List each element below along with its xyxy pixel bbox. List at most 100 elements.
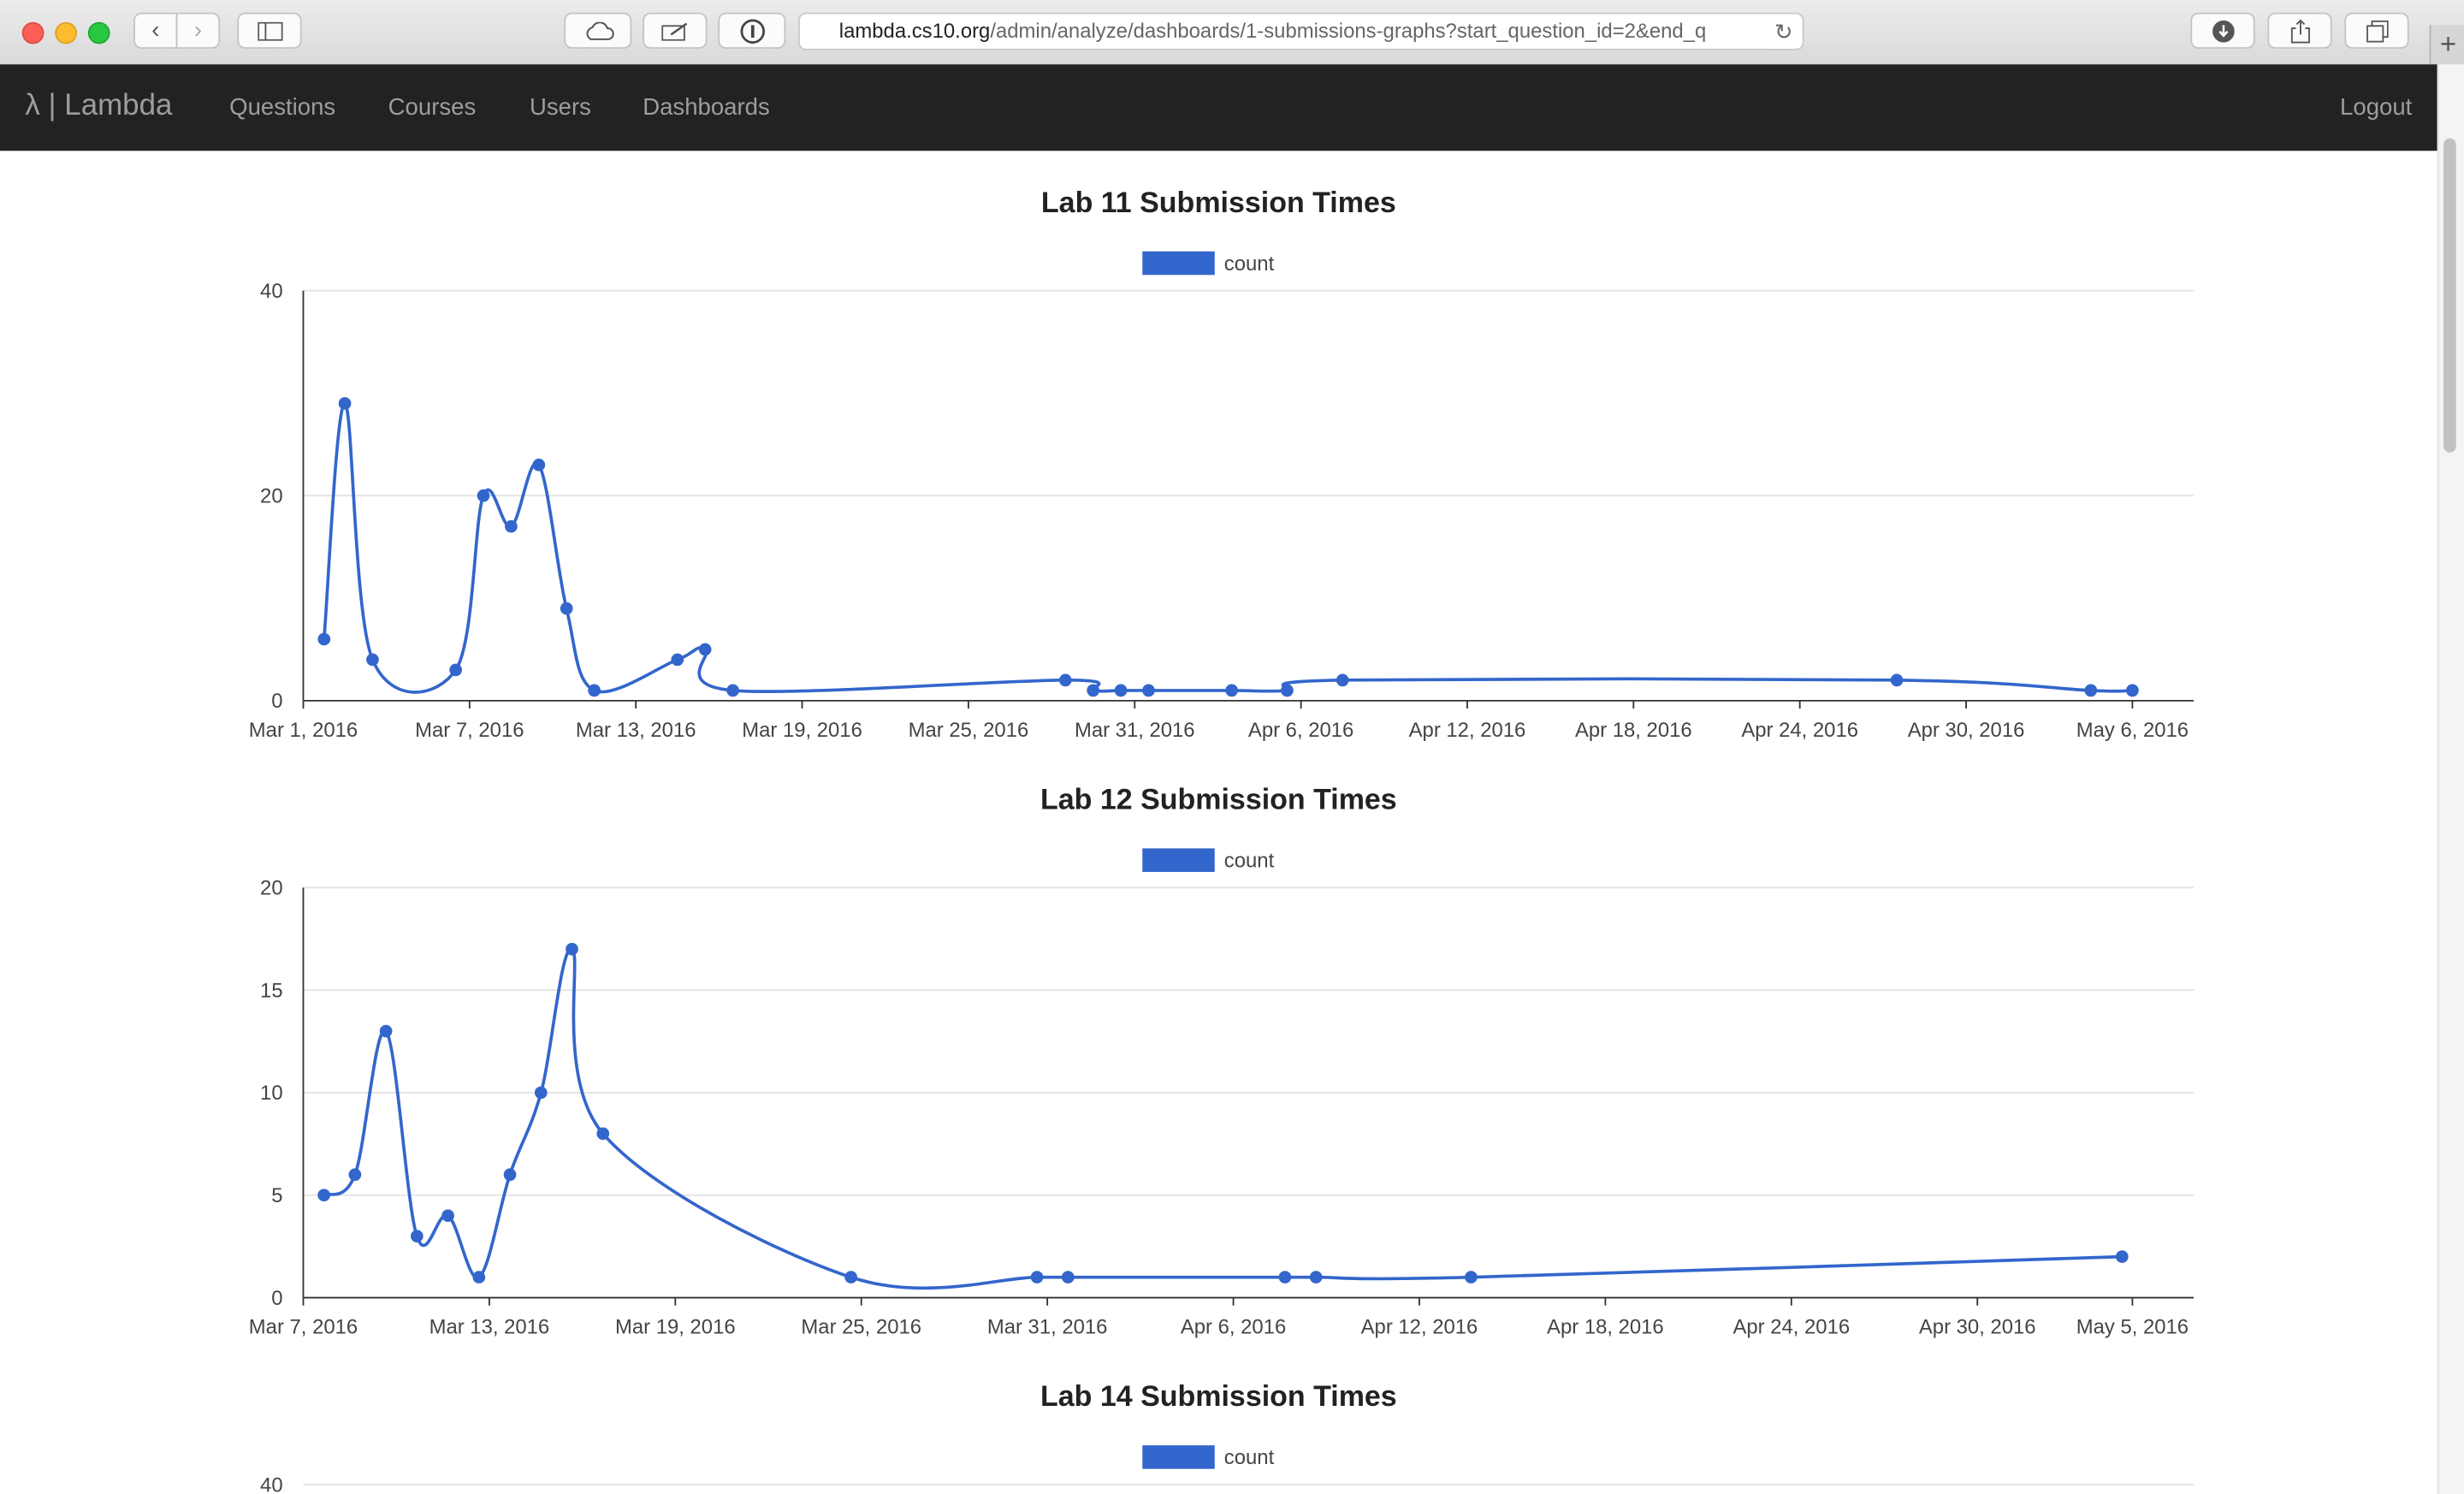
x-tick-label: Apr 30, 2016 (1908, 719, 2025, 742)
x-tick-label: Apr 24, 2016 (1741, 719, 1858, 742)
x-tick-label: Mar 13, 2016 (576, 719, 696, 742)
plus-icon: + (2439, 28, 2457, 60)
zoom-window-button[interactable] (87, 21, 110, 44)
sidebar-icon (257, 21, 282, 40)
x-tick-label: May 6, 2016 (2076, 719, 2189, 742)
x-tick-label: Mar 1, 2016 (249, 719, 358, 742)
legend-swatch (1142, 848, 1215, 872)
close-window-button[interactable] (21, 21, 44, 44)
new-tab-button[interactable]: + (2429, 25, 2464, 65)
data-point (348, 1168, 362, 1182)
data-point (560, 602, 573, 615)
data-point (317, 632, 331, 646)
chevron-left-icon: ‹ (151, 17, 160, 44)
data-point (1114, 684, 1128, 697)
x-tick-label: May 5, 2016 (2076, 1316, 2189, 1339)
data-point (472, 1271, 486, 1284)
share-button[interactable] (2267, 12, 2332, 49)
data-point (1281, 684, 1294, 697)
url-host: lambda.cs10.org (838, 19, 991, 43)
y-tick-label: 10 (260, 1082, 283, 1105)
series-line-count (323, 947, 2123, 1290)
y-tick-label: 40 (260, 1473, 283, 1494)
data-point (698, 643, 712, 656)
x-tick-label: Mar 7, 2016 (249, 1316, 358, 1339)
data-point (366, 653, 379, 667)
y-tick-label: 20 (260, 485, 283, 508)
download-icon (2212, 19, 2234, 42)
tabs-overview-button[interactable] (2344, 12, 2409, 49)
data-point (317, 1189, 330, 1202)
browser-toolbar: ‹ › lambda.cs10.org/admin/analyze/dashbo… (0, 0, 2464, 67)
cloud-icon (585, 21, 613, 39)
legend-label: count (1223, 251, 1275, 276)
data-point (2115, 1250, 2129, 1263)
data-point (411, 1230, 424, 1243)
data-point (379, 1024, 393, 1038)
data-point (534, 1086, 548, 1100)
data-point (1061, 1271, 1075, 1284)
logout-link[interactable]: Logout (2340, 94, 2413, 122)
chart-title-lab-12: Lab 12 Submission Times (1040, 782, 1397, 815)
x-tick-label: Mar 25, 2016 (801, 1316, 921, 1339)
x-tick-label: Apr 24, 2016 (1732, 1316, 1850, 1339)
downloads-button[interactable] (2190, 12, 2255, 49)
legend-label: count (1223, 1445, 1275, 1469)
x-tick-label: Apr 6, 2016 (1248, 719, 1353, 742)
x-tick-label: Apr 18, 2016 (1547, 1316, 1664, 1339)
x-tick-label: Mar 31, 2016 (1075, 719, 1195, 742)
chart-title-lab-14: Lab 14 Submission Times (1040, 1379, 1397, 1413)
url-path: /admin/analyze/dashboards/1-submissions-… (990, 19, 1707, 43)
data-point (477, 489, 490, 502)
x-tick-label: Mar 7, 2016 (415, 719, 524, 742)
data-point (1225, 684, 1238, 697)
data-point (1087, 684, 1100, 697)
data-point (596, 1127, 610, 1141)
y-tick-label: 0 (271, 690, 282, 713)
x-tick-label: Apr 12, 2016 (1409, 719, 1526, 742)
x-tick-label: Apr 30, 2016 (1919, 1316, 2036, 1339)
notes-button[interactable] (643, 12, 708, 49)
data-point (566, 942, 578, 956)
data-point (1465, 1271, 1478, 1284)
data-point (1278, 1271, 1292, 1284)
data-point (671, 653, 684, 667)
password-manager-icon (739, 18, 765, 44)
password-button[interactable] (718, 12, 786, 49)
data-point (2126, 684, 2139, 697)
legend-label: count (1223, 848, 1275, 872)
back-button[interactable]: ‹ (133, 12, 178, 49)
x-tick-label: Mar 25, 2016 (909, 719, 1029, 742)
data-point (449, 663, 462, 677)
legend-swatch (1142, 251, 1215, 276)
data-point (726, 684, 739, 697)
chart-lab-14: 40 (260, 1473, 2194, 1494)
navbar: λ | Lambda Questions Courses Users Dashb… (0, 64, 2437, 151)
nav-courses[interactable]: Courses (388, 94, 477, 122)
x-tick-label: Apr 12, 2016 (1361, 1316, 1478, 1339)
data-point (1058, 673, 1072, 687)
nav-users[interactable]: Users (529, 94, 591, 122)
reload-icon[interactable]: ↻ (1769, 14, 1793, 49)
chevron-right-icon: › (193, 17, 203, 44)
chart-lab-12: 0 5 10 15 20 Mar 7, 2016 Mar 13, 2016 Mar 19, 2… (249, 877, 2194, 1339)
minimize-window-button[interactable] (55, 21, 77, 44)
data-point (441, 1209, 454, 1223)
nav-questions[interactable]: Questions (229, 94, 336, 122)
y-tick-label: 40 (260, 280, 283, 303)
legend-swatch (1142, 1445, 1215, 1469)
data-point (588, 684, 601, 697)
address-bar[interactable]: lambda.cs10.org/admin/analyze/dashboards… (798, 12, 1804, 50)
sidebar-button[interactable] (237, 12, 302, 49)
data-point (503, 1168, 517, 1182)
data-point (1309, 1271, 1323, 1284)
forward-button[interactable]: › (175, 12, 221, 49)
chart-lab-11: 0 20 40 Mar 1, 2016 Mar 7, 2016 Mar 13, 2016 M… (249, 280, 2194, 742)
brand-logo[interactable]: λ | Lambda (25, 89, 173, 123)
icloud-button[interactable] (564, 12, 632, 49)
data-point (505, 519, 518, 533)
nav-dashboards[interactable]: Dashboards (643, 94, 770, 122)
scrollbar-thumb[interactable] (2443, 138, 2456, 453)
data-point (1336, 673, 1349, 687)
x-tick-label: Apr 18, 2016 (1575, 719, 1692, 742)
